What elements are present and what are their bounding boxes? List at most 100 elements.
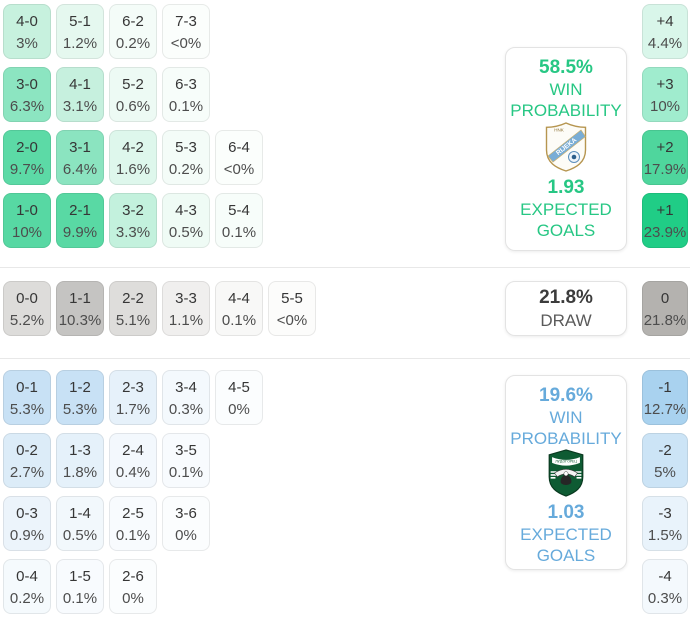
- score-cell-0-1: 0-1 5.3%: [3, 370, 51, 425]
- probability-label: 1.7%: [115, 401, 151, 418]
- score-cell-5-5: 5-5 <0%: [268, 281, 316, 336]
- score-label: 1-1: [69, 290, 91, 307]
- svg-text:ЛУДОГОРЕЦ: ЛУДОГОРЕЦ: [555, 459, 577, 463]
- home-team-crest-icon: RIJEKA HNK: [544, 121, 588, 177]
- probability-label: 0.3%: [647, 590, 683, 607]
- goal-diff-cell--2: -2 5%: [642, 433, 688, 488]
- probability-label: 3%: [16, 35, 38, 52]
- score-label: +2: [656, 139, 674, 156]
- score-label: -4: [658, 568, 672, 585]
- away-xg-label-1: EXPECTED: [520, 525, 612, 544]
- score-label: 6-4: [228, 139, 250, 156]
- score-label: 0-4: [16, 568, 38, 585]
- probability-label: 5.3%: [62, 401, 98, 418]
- away-win-label-1: WIN: [549, 408, 583, 427]
- score-label: 2-3: [122, 379, 144, 396]
- score-cell-6-4: 6-4 <0%: [215, 130, 263, 185]
- probability-label: <0%: [170, 35, 202, 52]
- probability-label: 0.1%: [221, 224, 257, 241]
- score-cell-3-5: 3-5 0.1%: [162, 433, 210, 488]
- score-label: 1-4: [69, 505, 91, 522]
- score-cell-2-4: 2-4 0.4%: [109, 433, 157, 488]
- score-cell-1-3: 1-3 1.8%: [56, 433, 104, 488]
- home-xg-value: 1.93: [547, 177, 585, 198]
- score-label: 2-0: [16, 139, 38, 156]
- score-label: +3: [656, 76, 674, 93]
- away-win-probability-block: 19.6% WIN PROBABILITY: [510, 385, 621, 449]
- score-label: 5-4: [228, 202, 250, 219]
- probability-label: 3.1%: [62, 98, 98, 115]
- probability-label: 6.3%: [9, 98, 45, 115]
- score-cell-7-3: 7-3 <0%: [162, 4, 210, 59]
- score-label: 5-5: [281, 290, 303, 307]
- score-label: 4-5: [228, 379, 250, 396]
- probability-label: 0.1%: [62, 590, 98, 607]
- score-cell-3-0: 3-0 6.3%: [3, 67, 51, 122]
- draw-label: DRAW: [540, 310, 592, 330]
- svg-text:HNK: HNK: [554, 127, 564, 132]
- home-xg-label-1: EXPECTED: [520, 200, 612, 219]
- probability-label: 0.2%: [9, 590, 45, 607]
- score-cell-4-5: 4-5 0%: [215, 370, 263, 425]
- probability-label: 5.1%: [115, 312, 151, 329]
- goal-diff-cell--3: -3 1.5%: [642, 496, 688, 551]
- score-label: 7-3: [175, 13, 197, 30]
- score-label: 0-1: [16, 379, 38, 396]
- score-label: 1-2: [69, 379, 91, 396]
- score-label: 3-0: [16, 76, 38, 93]
- away-expected-goals-block: 1.03 EXPECTED GOALS: [520, 502, 612, 566]
- score-cell-2-5: 2-5 0.1%: [109, 496, 157, 551]
- score-cell-1-5: 1-5 0.1%: [56, 559, 104, 614]
- probability-label: 23.9%: [643, 224, 687, 241]
- score-label: -1: [658, 379, 672, 396]
- section-divider-top: [0, 267, 690, 268]
- probability-label: 2.7%: [9, 464, 45, 481]
- home-xg-label-2: GOALS: [536, 221, 596, 240]
- score-label: 3-3: [175, 290, 197, 307]
- goal-diff-cell-+2: +2 17.9%: [642, 130, 688, 185]
- score-cell-1-0: 1-0 10%: [3, 193, 51, 248]
- score-cell-2-6: 2-6 0%: [109, 559, 157, 614]
- probability-label: 12.7%: [643, 401, 687, 418]
- probability-label: 1.5%: [647, 527, 683, 544]
- score-cell-6-2: 6-2 0.2%: [109, 4, 157, 59]
- score-cell-4-0: 4-0 3%: [3, 4, 51, 59]
- score-cell-0-2: 0-2 2.7%: [3, 433, 51, 488]
- score-label: 0-0: [16, 290, 38, 307]
- score-cell-3-2: 3-2 3.3%: [109, 193, 157, 248]
- probability-label: 0.3%: [168, 401, 204, 418]
- draw-panel: 21.8% DRAW: [505, 281, 627, 336]
- goal-diff-cell-+1: +1 23.9%: [642, 193, 688, 248]
- probability-label: 10%: [649, 98, 681, 115]
- score-cell-6-3: 6-3 0.1%: [162, 67, 210, 122]
- score-label: 5-1: [69, 13, 91, 30]
- home-win-probability-block: 58.5% WIN PROBABILITY: [510, 57, 621, 121]
- score-label: 4-2: [122, 139, 144, 156]
- score-cell-3-3: 3-3 1.1%: [162, 281, 210, 336]
- probability-label: 9.7%: [9, 161, 45, 178]
- probability-label: 17.9%: [643, 161, 687, 178]
- probability-label: 21.8%: [643, 312, 687, 329]
- probability-label: 5.3%: [9, 401, 45, 418]
- score-label: 4-0: [16, 13, 38, 30]
- score-cell-3-6: 3-6 0%: [162, 496, 210, 551]
- probability-label: 0.1%: [221, 312, 257, 329]
- home-win-label-2: PROBABILITY: [510, 101, 622, 120]
- score-cell-1-1: 1-1 10.3%: [56, 281, 104, 336]
- probability-label: <0%: [223, 161, 255, 178]
- score-cell-4-4: 4-4 0.1%: [215, 281, 263, 336]
- score-label: 2-5: [122, 505, 144, 522]
- probability-label: 0%: [175, 527, 197, 544]
- goal-diff-cell-0: 0 21.8%: [642, 281, 688, 336]
- section-divider-bottom: [0, 358, 690, 359]
- score-cell-3-1: 3-1 6.4%: [56, 130, 104, 185]
- score-label: 4-1: [69, 76, 91, 93]
- probability-label: 0.4%: [115, 464, 151, 481]
- probability-label: 0%: [228, 401, 250, 418]
- score-cell-5-1: 5-1 1.2%: [56, 4, 104, 59]
- probability-label: 0.2%: [115, 35, 151, 52]
- score-cell-5-2: 5-2 0.6%: [109, 67, 157, 122]
- away-win-panel: 19.6% WIN PROBABILITY ЛУДОГОРЕЦ 1.03: [505, 375, 627, 570]
- probability-label: 0.5%: [62, 527, 98, 544]
